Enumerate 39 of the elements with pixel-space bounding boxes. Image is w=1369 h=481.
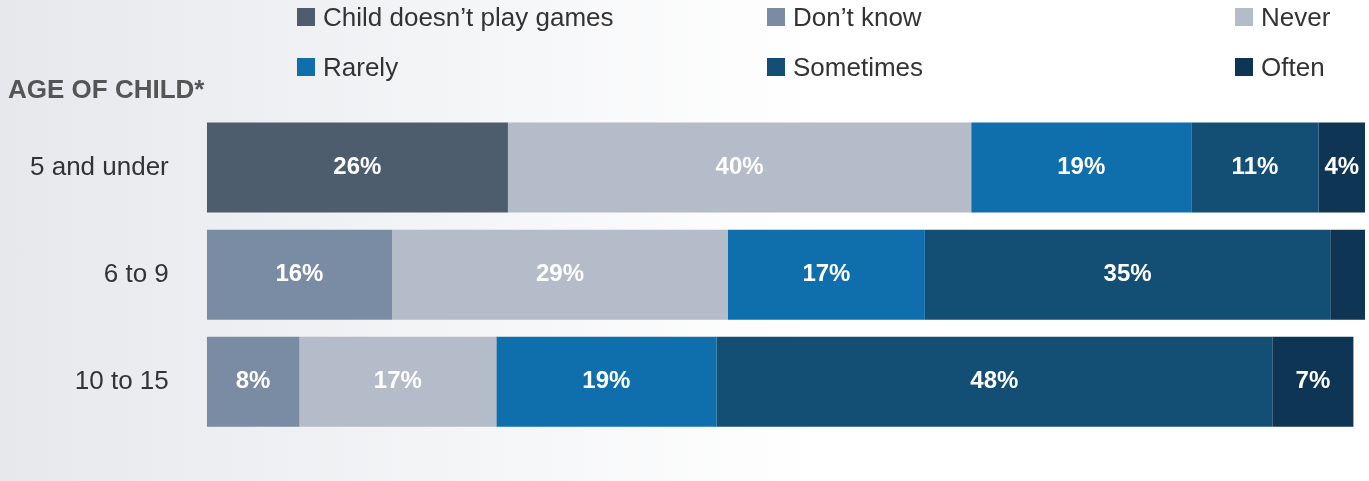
bar	[727, 229, 925, 320]
data-label: 4%	[1324, 152, 1360, 180]
data-label: 35%	[1103, 259, 1152, 287]
data-label: 8%	[235, 366, 271, 394]
bar	[206, 229, 393, 320]
legend-label: Child doesn’t play games	[323, 1, 614, 33]
data-label: 17%	[373, 366, 422, 394]
legend-label: Often	[1261, 51, 1325, 83]
bar	[924, 229, 1331, 320]
data-label: 11%	[1231, 152, 1279, 180]
data-label: 7%	[1295, 366, 1331, 394]
legend-label: Never	[1261, 1, 1331, 33]
data-label: 19%	[1057, 152, 1106, 180]
bar	[206, 336, 300, 427]
bar	[716, 336, 1273, 427]
data-label: 17%	[802, 259, 851, 287]
bar	[1330, 229, 1365, 320]
bar	[496, 336, 717, 427]
data-label: 16%	[275, 259, 324, 287]
legend-label: Don’t know	[793, 1, 922, 33]
bar	[507, 122, 972, 213]
bar	[971, 122, 1192, 213]
data-label: 40%	[715, 152, 764, 180]
bar	[206, 122, 508, 213]
bar	[1191, 122, 1319, 213]
y-tick-label: 10 to 15	[74, 365, 169, 396]
y-tick-label: 6 to 9	[103, 257, 169, 288]
y-tick-label: 5 and under	[29, 150, 170, 181]
bar	[1272, 336, 1354, 427]
y-axis-title: AGE OF CHILD*	[8, 74, 205, 105]
legend-label: Sometimes	[793, 51, 924, 83]
data-label: 29%	[536, 259, 585, 287]
data-label: 26%	[333, 152, 382, 180]
bar	[392, 229, 728, 320]
bar	[1318, 122, 1365, 213]
legend-label: Rarely	[323, 51, 399, 83]
data-label: 19%	[582, 366, 631, 394]
bar	[299, 336, 497, 427]
data-label: 48%	[970, 366, 1019, 394]
